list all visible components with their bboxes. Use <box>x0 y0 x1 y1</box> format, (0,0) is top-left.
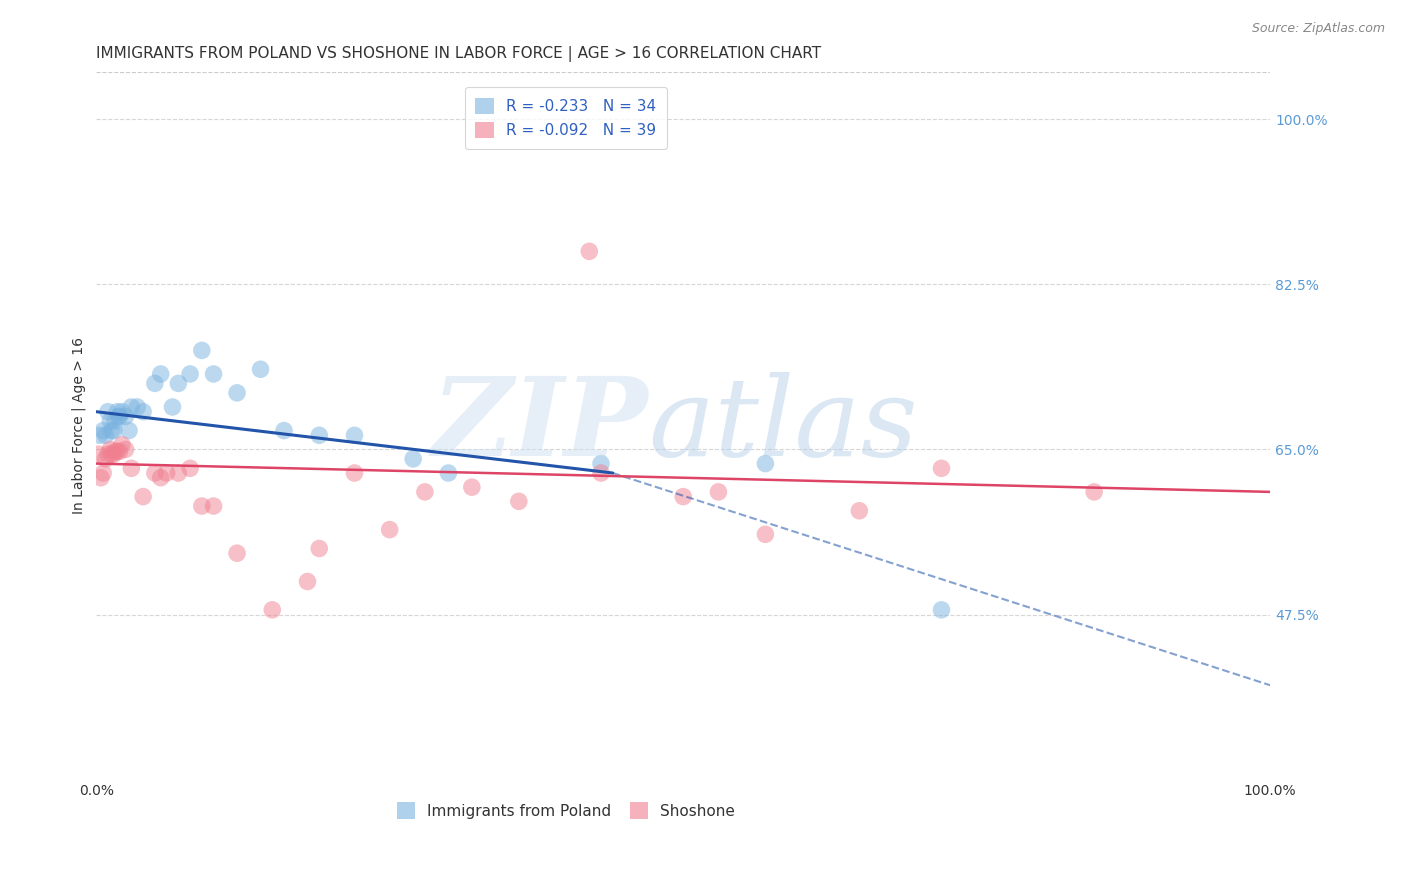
Point <box>273 424 295 438</box>
Point <box>132 490 155 504</box>
Point <box>413 484 436 499</box>
Point <box>931 461 953 475</box>
Point <box>155 466 177 480</box>
Point <box>97 405 120 419</box>
Point <box>179 367 201 381</box>
Point <box>103 424 125 438</box>
Point <box>308 428 330 442</box>
Point <box>149 471 172 485</box>
Point <box>167 466 190 480</box>
Point <box>104 444 127 458</box>
Point <box>90 471 112 485</box>
Point <box>707 484 730 499</box>
Point <box>249 362 271 376</box>
Text: ZIP: ZIP <box>432 372 648 480</box>
Point <box>226 385 249 400</box>
Point <box>508 494 530 508</box>
Point <box>226 546 249 560</box>
Point <box>402 451 425 466</box>
Point <box>754 527 776 541</box>
Point <box>262 603 284 617</box>
Point <box>191 499 214 513</box>
Point <box>143 466 166 480</box>
Point <box>114 409 136 424</box>
Text: IMMIGRANTS FROM POLAND VS SHOSHONE IN LABOR FORCE | AGE > 16 CORRELATION CHART: IMMIGRANTS FROM POLAND VS SHOSHONE IN LA… <box>96 46 821 62</box>
Point <box>191 343 214 358</box>
Point <box>672 490 695 504</box>
Point <box>91 424 114 438</box>
Point <box>754 457 776 471</box>
Point <box>120 461 142 475</box>
Point <box>167 376 190 391</box>
Point <box>114 442 136 457</box>
Point <box>931 603 953 617</box>
Point <box>308 541 330 556</box>
Point <box>104 414 127 428</box>
Point <box>162 400 184 414</box>
Point <box>437 466 460 480</box>
Point <box>127 400 149 414</box>
Point <box>103 447 125 461</box>
Point <box>378 523 401 537</box>
Point <box>589 457 612 471</box>
Point <box>105 444 128 458</box>
Point <box>100 424 122 438</box>
Point <box>89 428 111 442</box>
Point <box>94 451 117 466</box>
Point <box>143 376 166 391</box>
Legend: Immigrants from Poland, Shoshone: Immigrants from Poland, Shoshone <box>391 797 741 825</box>
Point <box>91 466 114 480</box>
Point <box>107 409 129 424</box>
Point <box>97 447 120 461</box>
Point <box>461 480 484 494</box>
Point <box>132 405 155 419</box>
Point <box>98 414 121 428</box>
Point <box>100 447 122 461</box>
Point <box>87 447 110 461</box>
Y-axis label: In Labor Force | Age > 16: In Labor Force | Age > 16 <box>72 337 86 515</box>
Text: atlas: atlas <box>648 372 918 480</box>
Point <box>149 367 172 381</box>
Text: Source: ZipAtlas.com: Source: ZipAtlas.com <box>1251 22 1385 36</box>
Point <box>202 367 225 381</box>
Point <box>98 442 121 457</box>
Point <box>578 244 600 259</box>
Point <box>111 405 134 419</box>
Point <box>297 574 319 589</box>
Point <box>848 504 870 518</box>
Point <box>343 428 366 442</box>
Point <box>120 400 142 414</box>
Point <box>105 405 128 419</box>
Point <box>118 424 141 438</box>
Point <box>111 438 134 452</box>
Point <box>589 466 612 480</box>
Point <box>94 428 117 442</box>
Point <box>179 461 201 475</box>
Point <box>202 499 225 513</box>
Point <box>343 466 366 480</box>
Point <box>1083 484 1105 499</box>
Point <box>108 409 131 424</box>
Point <box>108 444 131 458</box>
